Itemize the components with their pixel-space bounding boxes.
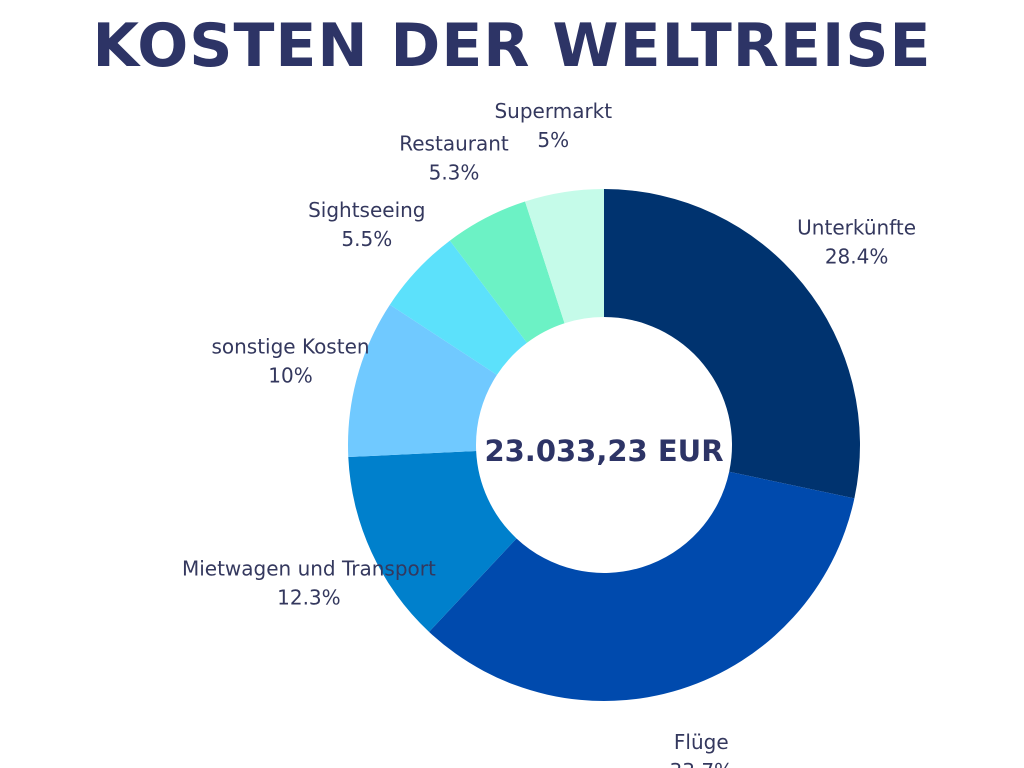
slice-label-unterkuenfte: Unterkünfte 28.4%	[797, 216, 916, 269]
slice-label-supermarkt: Supermarkt 5%	[494, 99, 612, 152]
slice-name: Supermarkt	[494, 99, 612, 123]
slice-name: sonstige Kosten	[211, 334, 369, 358]
slice-sonstige-kosten	[347, 304, 497, 458]
chart-title: KOSTEN DER WELTREISE	[92, 11, 932, 81]
slice-name: Mietwagen und Transport	[182, 556, 436, 580]
slice-fluege	[429, 471, 855, 702]
slice-label-sightseeing: Sightseeing 5.5%	[308, 198, 425, 251]
slice-unterkuenfte	[604, 189, 861, 499]
slice-label-mietwagen-und-transport: Mietwagen und Transport 12.3%	[182, 556, 436, 609]
center-total-label: 23.033,23 EUR	[484, 434, 723, 468]
slice-percent: 12.3%	[277, 585, 341, 609]
slice-name: Flüge	[674, 730, 729, 754]
slice-label-restaurant: Restaurant 5.3%	[399, 132, 509, 185]
slice-label-fluege: Flüge 33.7%	[670, 730, 734, 768]
slice-percent: 5.3%	[429, 161, 480, 185]
slice-mietwagen-und-transport	[348, 451, 517, 632]
slice-percent: 33.7%	[670, 759, 734, 768]
slice-name: Sightseeing	[308, 198, 425, 222]
slice-name: Restaurant	[399, 132, 509, 156]
slice-percent: 5.5%	[341, 227, 392, 251]
slice-name: Unterkünfte	[797, 216, 916, 240]
donut-slices	[347, 189, 861, 702]
slice-restaurant	[449, 201, 565, 343]
slice-percent: 28.4%	[825, 245, 889, 269]
slice-percent: 5%	[537, 128, 569, 152]
slice-labels: Unterkünfte 28.4% Flüge 33.7% Mietwagen und …	[182, 99, 916, 768]
slice-percent: 10%	[268, 363, 312, 387]
slice-label-sonstige-kosten: sonstige Kosten 10%	[211, 334, 369, 387]
slice-sightseeing	[389, 240, 527, 375]
slice-supermarkt	[525, 189, 604, 324]
